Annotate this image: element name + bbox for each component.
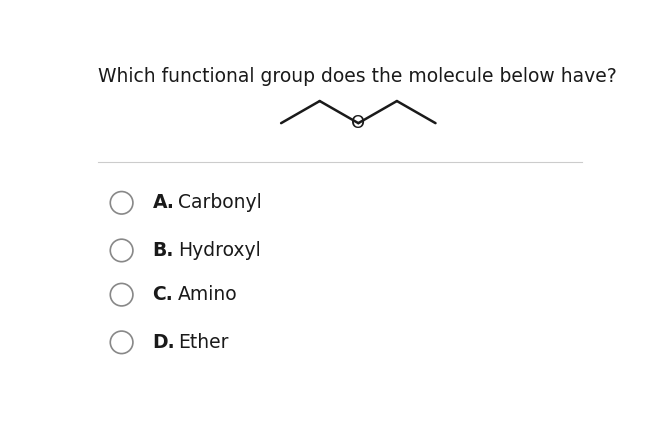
Text: D.: D.: [153, 333, 175, 352]
Text: C.: C.: [153, 285, 173, 304]
Text: Which functional group does the molecule below have?: Which functional group does the molecule…: [98, 67, 618, 86]
Text: O: O: [351, 114, 365, 132]
Text: A.: A.: [153, 193, 175, 212]
Text: Carbonyl: Carbonyl: [178, 193, 262, 212]
Text: Hydroxyl: Hydroxyl: [178, 241, 261, 260]
Text: B.: B.: [153, 241, 174, 260]
Text: Ether: Ether: [178, 333, 228, 352]
Text: Amino: Amino: [178, 285, 238, 304]
